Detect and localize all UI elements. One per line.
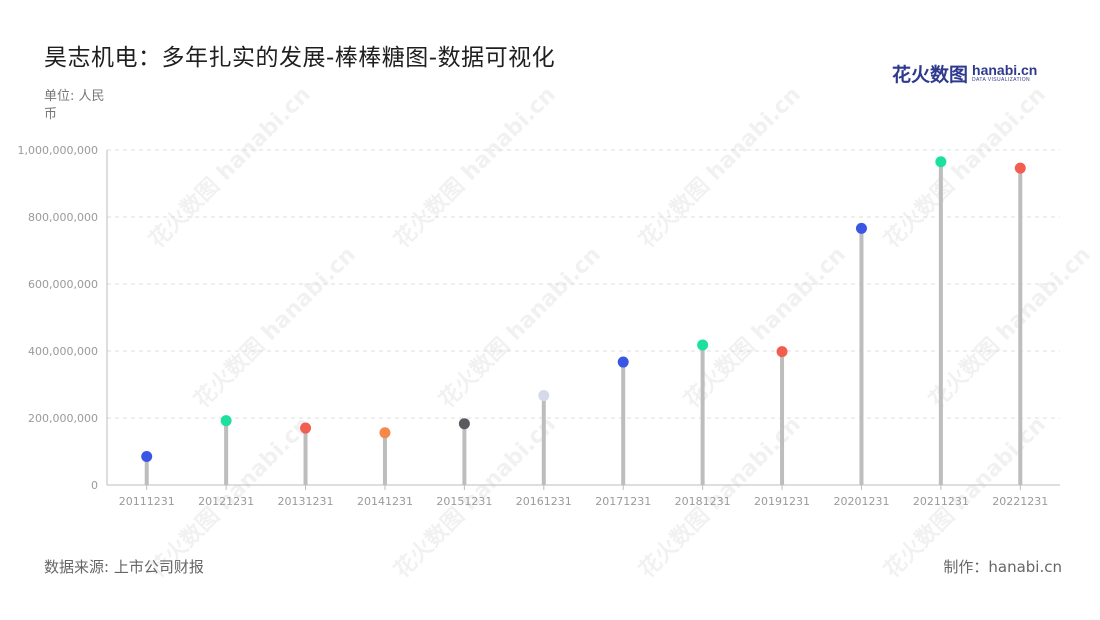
- y-tick-label: 400,000,000: [28, 345, 98, 358]
- lollipop-dot: [538, 390, 550, 402]
- x-tick-label: 20211231: [913, 495, 969, 508]
- lollipop-dot: [935, 156, 947, 168]
- lollipop-dot: [1014, 162, 1026, 174]
- lollipop-dot: [776, 346, 788, 358]
- lollipop-dot: [379, 427, 391, 439]
- x-tick-label: 20181231: [675, 495, 731, 508]
- logo-en-text: hanabi.cn: [972, 62, 1038, 78]
- credit-note: 制作：hanabi.cn: [943, 558, 1062, 576]
- brand-logo[interactable]: 花火数图 hanabi.cn DATA VISUALIZATION: [892, 60, 1037, 86]
- unit-label: 单位: 人民币: [44, 89, 105, 122]
- x-tick-label: 20141231: [357, 495, 413, 508]
- x-tick-label: 20161231: [516, 495, 572, 508]
- y-tick-label: 0: [91, 479, 98, 492]
- lollipop-dot: [617, 356, 629, 368]
- x-tick-label: 20121231: [198, 495, 254, 508]
- x-tick-label: 20171231: [595, 495, 651, 508]
- lollipop-dot: [141, 451, 153, 463]
- x-tick-label: 20131231: [278, 495, 334, 508]
- lollipop-dot: [300, 422, 312, 434]
- y-tick-label: 600,000,000: [28, 278, 98, 291]
- chart-title: 昊志机电：多年扎实的发展-棒棒糖图-数据可视化: [44, 45, 556, 71]
- lollipop-dot: [220, 415, 232, 427]
- lollipop-dot: [458, 418, 470, 430]
- lollipop-dot: [855, 222, 867, 234]
- y-tick-label: 200,000,000: [28, 412, 98, 425]
- x-tick-label: 20151231: [436, 495, 492, 508]
- x-tick-label: 20221231: [992, 495, 1048, 508]
- logo-en-block: hanabi.cn DATA VISUALIZATION: [972, 63, 1037, 83]
- logo-sub-text: DATA VISUALIZATION: [972, 77, 1031, 83]
- y-tick-label: 1,000,000,000: [18, 144, 98, 157]
- x-tick-label: 20191231: [754, 495, 810, 508]
- x-tick-label: 20201231: [833, 495, 889, 508]
- x-tick-label: 20111231: [119, 495, 175, 508]
- y-tick-label: 800,000,000: [28, 211, 98, 224]
- data-source-note: 数据来源: 上市公司财报: [44, 558, 204, 576]
- logo-cn-text: 花火数图: [892, 63, 969, 86]
- lollipop-dot: [697, 339, 709, 351]
